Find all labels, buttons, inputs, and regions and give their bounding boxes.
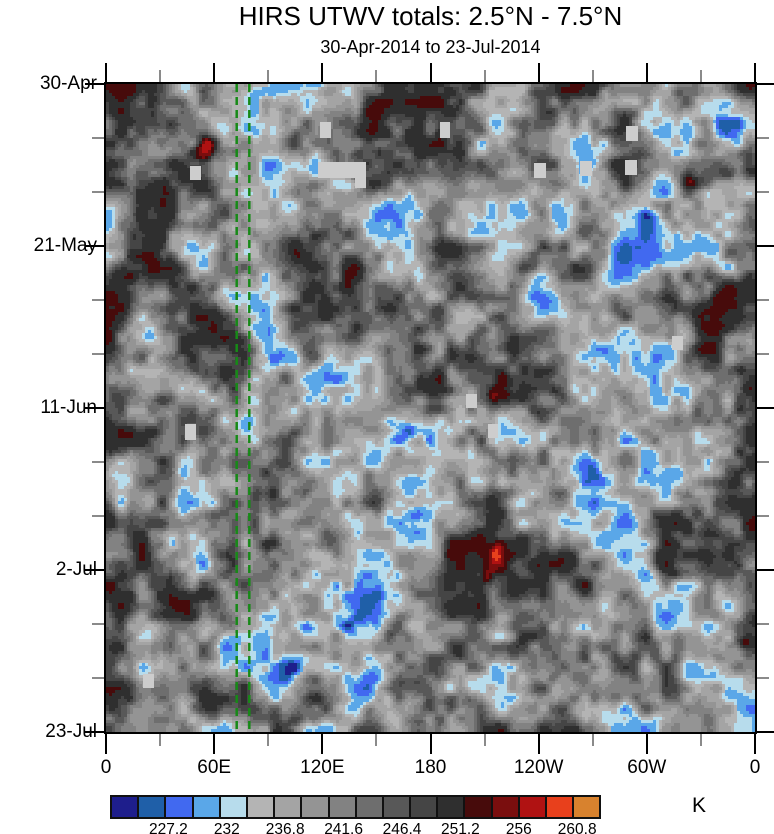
minor-tick [267,70,270,82]
major-tick [537,734,540,754]
major-tick [105,63,107,82]
minor-tick [92,515,104,517]
colorbar-cell [164,795,194,819]
major-tick [757,407,774,409]
minor-tick [757,353,769,355]
y-axis-label: 21-May [33,235,97,256]
plot-frame [104,82,757,734]
colorbar-cell [327,795,357,819]
minor-tick [757,461,769,463]
minor-tick [757,299,769,301]
colorbar-unit-label: K [692,794,707,817]
minor-tick [92,353,104,355]
major-tick [213,734,216,754]
y-axis-label: 2-Jul [55,559,97,580]
x-axis-label: 60E [197,757,232,778]
colorbar-cell [110,795,140,819]
minor-tick [92,677,104,679]
colorbar-cell [218,795,248,819]
major-tick [757,83,774,85]
colorbar-cell [273,795,303,819]
minor-tick [159,70,162,82]
major-tick [645,63,648,82]
major-tick [754,734,756,754]
major-tick [429,63,432,82]
major-tick [757,569,774,571]
minor-tick [699,734,702,746]
y-axis-label: 23-Jul [45,721,97,742]
colorbar-label: 227.2 [148,821,188,834]
major-tick [105,734,107,754]
minor-tick [757,137,769,139]
x-axis-label: 0 [749,757,761,778]
colorbar-cell [409,795,439,819]
x-axis-label: 120W [513,757,564,778]
y-axis-label: 11-Jun [40,397,97,418]
minor-tick [92,461,104,463]
major-tick [754,63,756,82]
major-tick [85,407,104,409]
minor-tick [483,734,486,746]
minor-tick [159,734,162,746]
major-tick [213,63,216,82]
minor-tick [92,137,104,139]
major-tick [645,734,648,754]
major-tick [321,734,324,754]
colorbar-cell [381,795,412,819]
minor-tick [375,70,378,82]
minor-tick [757,515,769,517]
colorbar-cell [354,795,384,819]
colorbar-cell [436,795,466,819]
colorbar-cell [245,795,276,819]
heatmap-canvas [106,84,755,732]
minor-tick [591,70,594,82]
colorbar-label: 246.4 [382,821,422,834]
minor-tick [483,70,486,82]
major-tick [85,245,104,247]
colorbar-cell [463,795,493,819]
colorbar-label: 232 [213,821,240,834]
x-axis-label: 120E [300,757,345,778]
colorbar-label: 256 [505,821,532,834]
x-axis-label: 60W [627,757,667,778]
colorbar-cell [191,795,221,819]
colorbar [110,795,602,819]
chart-subtitle: 30-Apr-2014 to 23-Jul-2014 [320,37,541,57]
colorbar-cell [300,795,330,819]
minor-tick [757,677,769,679]
minor-tick [267,734,270,746]
colorbar-cell [545,795,575,819]
major-tick [429,734,432,754]
colorbar-label: 251.2 [440,821,480,834]
minor-tick [92,191,104,193]
major-tick [757,731,774,733]
minor-tick [699,70,702,82]
colorbar-cell [517,795,547,819]
major-tick [321,63,324,82]
colorbar-label: 241.6 [324,821,363,834]
major-tick [757,245,774,247]
colorbar-cell [137,795,167,819]
minor-tick [591,734,594,746]
minor-tick [375,734,378,746]
x-axis-label: 180 [414,757,447,778]
colorbar-cell [572,795,602,819]
major-tick [85,569,104,571]
major-tick [537,63,540,82]
minor-tick [92,299,104,301]
minor-tick [757,623,769,625]
x-axis-label: 0 [100,757,112,778]
colorbar-cell [490,795,520,819]
colorbar-label: 260.8 [557,821,597,834]
minor-tick [757,191,769,193]
y-axis-label: 30-Apr [39,73,97,94]
major-tick [85,731,104,733]
colorbar-label: 236.8 [265,821,305,834]
minor-tick [92,623,104,625]
chart-title: HIRS UTWV totals: 2.5°N - 7.5°N [238,1,623,31]
major-tick [85,83,104,85]
